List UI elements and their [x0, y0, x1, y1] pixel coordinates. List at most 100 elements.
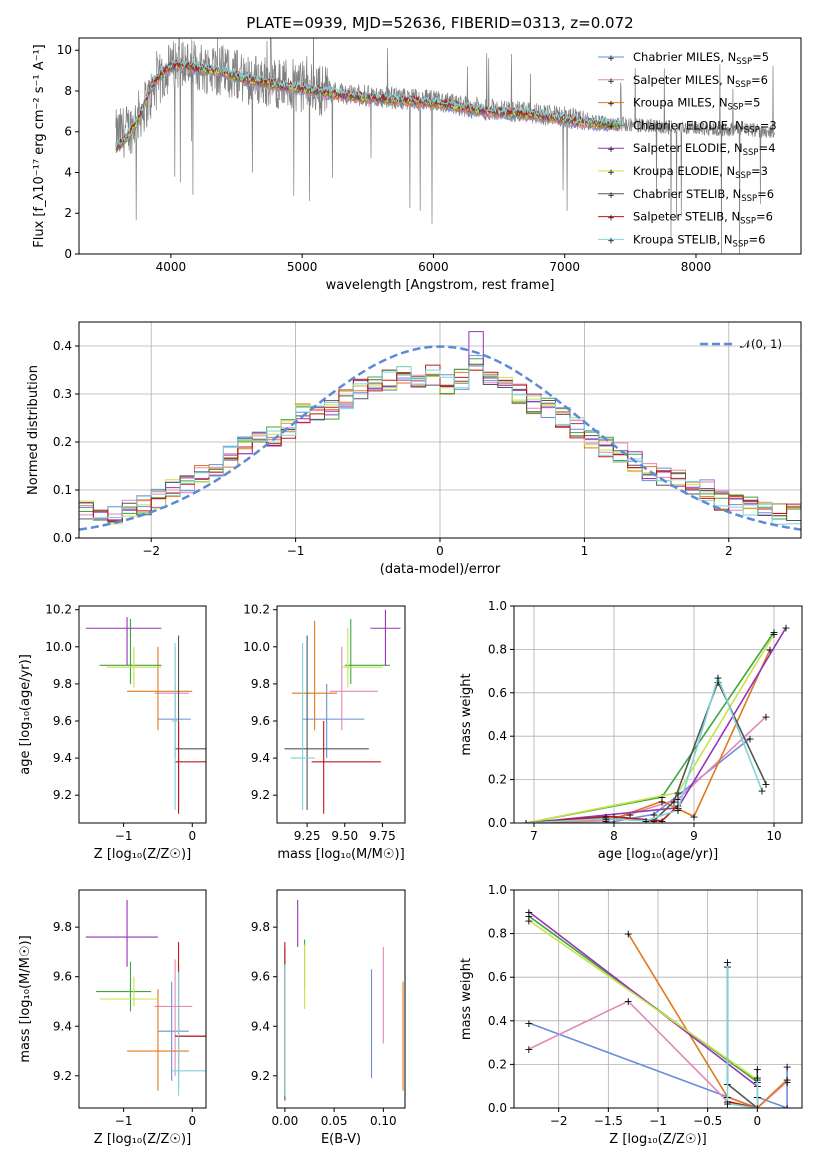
plot-area [85, 899, 206, 1096]
mass-weight-marker: + [782, 1102, 791, 1115]
x-axis-label: age [log₁₀(age/yr)] [598, 847, 719, 862]
mass-weight-marker: + [745, 732, 754, 745]
x-axis-label: (data-model)/error [380, 562, 501, 577]
legend-label-text: Salpeter MILES, N [633, 73, 735, 87]
x-tick-label: 4000 [156, 260, 187, 274]
panel-spectrum: 4000 5000 6000 7000 8000 0 2 4 6 8 10 wavelength [A… [32, 37, 802, 293]
x-tick-label: 0 [753, 1114, 761, 1128]
mass-weight-marker: + [657, 815, 666, 828]
mass-weight-marker: + [657, 791, 666, 804]
y-axis-label: mass weight [459, 958, 474, 1040]
legend-label: Chabrier MILES, NSSP=5 [633, 50, 769, 67]
legend-marker: + [607, 214, 615, 224]
mass-weight-marker: + [521, 817, 530, 830]
legend-label-subscript: SSP [728, 103, 744, 113]
x-tick-label: −0.5 [693, 1114, 722, 1128]
legend-label-text: Kroupa MILES, N [633, 96, 728, 110]
x-tick-label: −1 [115, 829, 133, 843]
legend-label-subscript: SSP [743, 148, 759, 158]
y-tick-label: 1.0 [488, 599, 507, 613]
model-spectrum-line [115, 64, 621, 152]
legend-label-subscript: SSP [740, 217, 756, 227]
mass-weight-marker: + [524, 910, 533, 923]
legend-label-subscript: SSP [744, 125, 760, 135]
y-tick-label: 9.4 [251, 1019, 270, 1033]
legend-marker: + [607, 145, 615, 155]
x-axis-label: Z [log₁₀(Z/Z☉)] [94, 847, 191, 862]
plot-area [85, 617, 206, 814]
legend-label: 𝒩(0, 1) [740, 337, 782, 351]
x-tick-label: 9.25 [294, 829, 321, 843]
y-tick-label: 0.4 [53, 339, 72, 353]
mass-weight-marker: + [782, 1076, 791, 1089]
y-tick-label: 9.4 [53, 751, 72, 765]
mass-weight-marker: + [657, 795, 666, 808]
legend-marker: + [607, 168, 615, 178]
legend-label: Kroupa STELIB, NSSP=6 [633, 232, 765, 249]
x-tick-label: 0 [188, 829, 196, 843]
mass-weight-marker: + [624, 995, 633, 1008]
figure-title: PLATE=0939, MJD=52636, FIBERID=0313, z=0… [246, 14, 633, 32]
mass-weight-marker: + [624, 928, 633, 941]
mass-weight-marker: + [673, 793, 682, 806]
x-tick-label: 1 [581, 544, 589, 558]
legend-marker: + [607, 54, 615, 64]
plot-area [79, 331, 801, 531]
x-tick-label: 9 [690, 829, 698, 843]
legend-label-subscript: SSP [733, 239, 749, 249]
mass-weight-line [525, 633, 775, 823]
y-tick-label: 9.8 [53, 677, 72, 691]
y-tick-label: 0.4 [488, 1014, 507, 1028]
legend-label-text: Salpeter ELODIE, N [633, 141, 743, 155]
x-tick-label: 9.75 [369, 829, 396, 843]
mass-weight-marker: + [521, 817, 530, 830]
mass-weight-line [627, 933, 788, 1108]
legend-label: Kroupa MILES, NSSP=5 [633, 96, 760, 113]
legend-label: Chabrier STELIB, NSSP=6 [633, 187, 774, 204]
panel-mass-vs-extinction: 0.00 0.05 0.10 9.2 9.4 9.6 9.8 E(B-V) [251, 889, 406, 1147]
mass-weight-marker: + [641, 815, 650, 828]
x-axis-label: E(B-V) [321, 1132, 361, 1147]
legend-label-subscript: SSP [735, 171, 751, 181]
y-tick-label: 10 [57, 43, 72, 57]
mass-weight-marker: + [521, 817, 530, 830]
y-tick-label: 0.0 [488, 816, 507, 830]
x-tick-label: −1 [115, 1114, 133, 1128]
legend-marker: + [607, 122, 615, 132]
mass-weight-marker: + [521, 817, 530, 830]
legend-label-subscript: SSP [736, 57, 752, 67]
legend-marker: + [607, 236, 615, 246]
x-tick-label: 2 [725, 544, 733, 558]
panel-weight-vs-metallicity: +++++++++++++++++++++++++++++ ++−2 −1.5 −1 −… [459, 883, 803, 1147]
mass-weight-marker: + [673, 804, 682, 817]
legend-marker: + [607, 100, 615, 110]
y-tick-label: 0.8 [488, 927, 507, 941]
y-tick-label: 2 [64, 206, 72, 220]
panel-weight-vs-age: + ++++ +++++ +++++++++++++++ ++++++ +++ + ++++7… [459, 599, 803, 862]
y-tick-label: 10.2 [243, 603, 270, 617]
mass-weight-marker: + [521, 817, 530, 830]
mass-weight-marker: + [521, 817, 530, 830]
legend-label-text: =5 [752, 50, 769, 64]
legend-label-text: =6 [756, 210, 773, 224]
normal-reference-curve [79, 345, 801, 531]
mass-weight-marker: + [673, 787, 682, 800]
legend-label-text: =3 [760, 118, 777, 132]
legend-label-text: Chabrier MILES, N [633, 50, 736, 64]
mass-weight-marker: + [761, 778, 770, 791]
x-tick-label: 0 [436, 544, 444, 558]
y-tick-label: 0.3 [53, 387, 72, 401]
y-tick-label: 8 [64, 84, 72, 98]
legend-label: Salpeter MILES, NSSP=6 [633, 73, 768, 90]
y-tick-label: 9.6 [53, 970, 72, 984]
y-tick-label: 9.6 [53, 714, 72, 728]
y-tick-label: 9.4 [251, 751, 270, 765]
x-tick-label: 6000 [418, 260, 449, 274]
y-tick-label: 0.1 [53, 483, 72, 497]
x-tick-label: 0.00 [272, 1114, 299, 1128]
x-tick-label: 8 [610, 829, 618, 843]
mass-weight-marker: + [649, 808, 658, 821]
mass-weight-marker: + [524, 906, 533, 919]
y-axis-label: mass weight [459, 673, 474, 755]
